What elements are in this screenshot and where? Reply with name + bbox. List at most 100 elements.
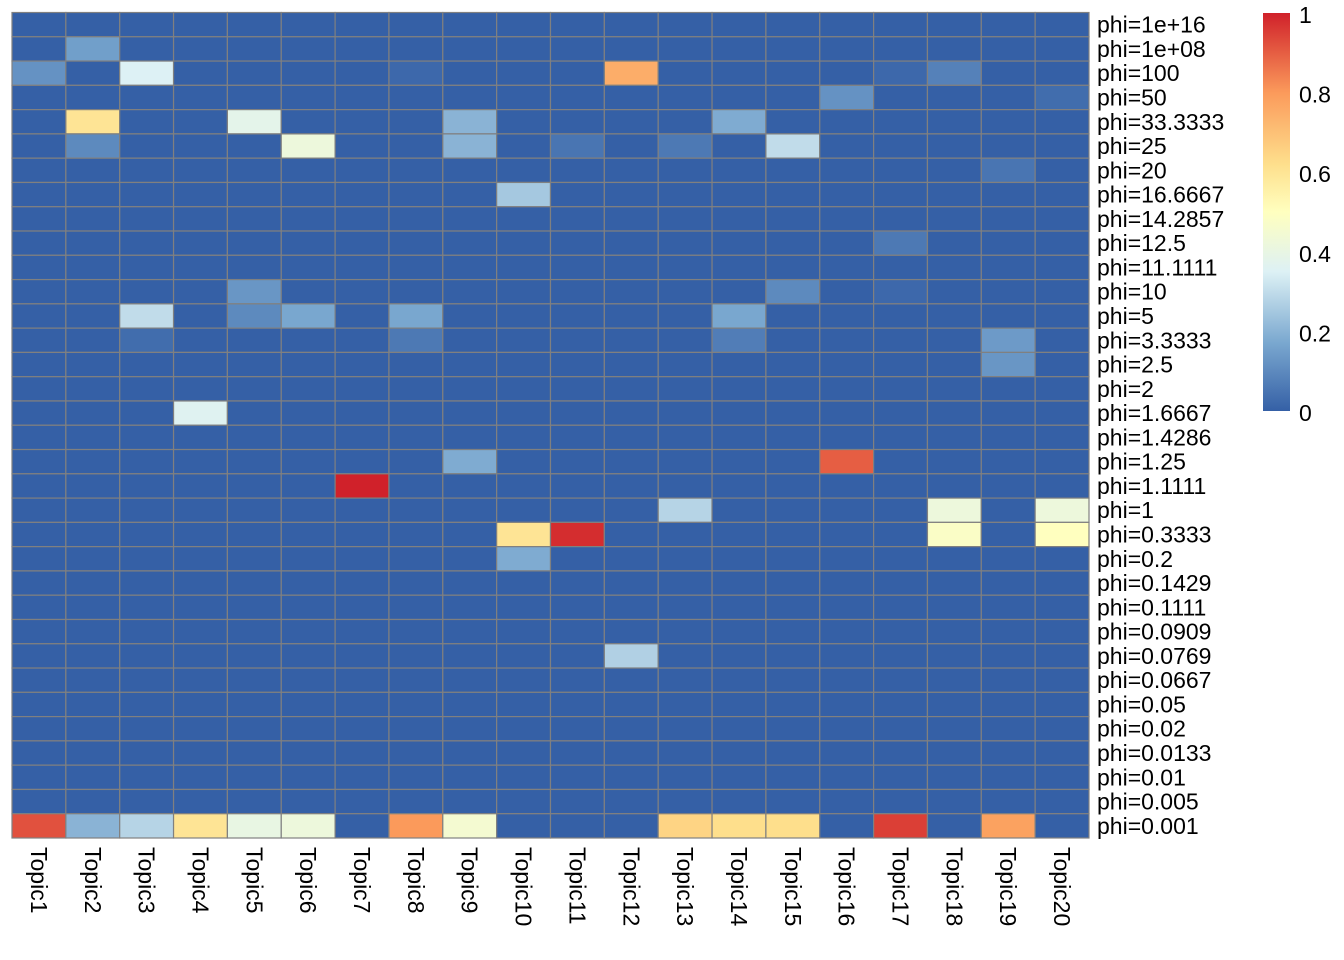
- heatmap-cell: [711, 36, 767, 62]
- heatmap-cell: [334, 84, 390, 111]
- heatmap-cell: [65, 278, 121, 305]
- heatmap-cell: [172, 497, 229, 523]
- heatmap-cell: [1034, 473, 1090, 499]
- heatmap-cell: [657, 133, 713, 159]
- heatmap-cell: [65, 570, 121, 596]
- heatmap-cell: [603, 448, 659, 475]
- heatmap-cell: [334, 521, 390, 548]
- heatmap-cell: [280, 521, 336, 548]
- heatmap-cell: [819, 351, 875, 378]
- heatmap-cell: [603, 594, 659, 621]
- heatmap-cell: [334, 206, 390, 232]
- heatmap-cell: [442, 788, 498, 815]
- heatmap-cell: [119, 667, 175, 693]
- heatmap-cell: [603, 206, 659, 232]
- row-labels: phi=1e+16phi=1e+08phi=100phi=50phi=33.33…: [1097, 12, 1224, 839]
- heatmap-cell: [872, 109, 929, 135]
- heatmap-cell: [1034, 570, 1090, 596]
- heatmap-cell: [442, 278, 498, 305]
- heatmap-cell: [819, 206, 875, 232]
- row-label: phi=16.6667: [1097, 182, 1224, 208]
- heatmap-cell: [926, 303, 982, 329]
- heatmap-cell: [388, 36, 444, 62]
- heatmap-cell: [980, 570, 1036, 596]
- column-label: Topic12: [618, 847, 644, 926]
- heatmap-cell: [65, 740, 121, 766]
- heatmap-cell: [765, 813, 821, 839]
- heatmap-cell: [119, 424, 175, 451]
- heatmap-cell: [819, 546, 875, 572]
- heatmap-cell: [172, 206, 229, 232]
- heatmap-cell: [1034, 133, 1090, 159]
- heatmap-cell: [1034, 594, 1090, 621]
- heatmap-cell: [872, 254, 929, 281]
- heatmap-cell: [280, 376, 336, 402]
- heatmap-cell: [926, 570, 982, 596]
- heatmap-cell: [226, 60, 282, 86]
- heatmap-cell: [334, 230, 390, 256]
- heatmap-cell: [11, 181, 67, 208]
- heatmap-cell: [11, 230, 67, 256]
- heatmap-cell: [980, 11, 1036, 38]
- heatmap-cell: [711, 351, 767, 378]
- heatmap-cell: [226, 133, 282, 159]
- legend-tick-label: 1: [1299, 2, 1312, 28]
- heatmap-cell: [603, 157, 659, 184]
- row-label: phi=0.0133: [1097, 740, 1211, 766]
- heatmap-cell: [388, 157, 444, 184]
- column-label: Topic11: [564, 847, 590, 925]
- heatmap-cell: [926, 60, 982, 86]
- heatmap-cell: [980, 521, 1036, 548]
- heatmap-cell: [280, 60, 336, 86]
- heatmap-cell: [226, 109, 282, 135]
- heatmap-cell: [819, 157, 875, 184]
- heatmap-cell: [765, 448, 821, 475]
- heatmap-cell: [980, 157, 1036, 184]
- heatmap-cell: [442, 303, 498, 329]
- heatmap-cell: [119, 618, 175, 645]
- heatmap-cell: [226, 667, 282, 693]
- heatmap-cell: [603, 11, 659, 38]
- heatmap-cell: [926, 327, 982, 354]
- heatmap-cell: [603, 351, 659, 378]
- heatmap-cell: [657, 303, 713, 329]
- heatmap-cell: [119, 206, 175, 232]
- heatmap-cell: [1034, 230, 1090, 256]
- heatmap-cell: [65, 157, 121, 184]
- heatmap-cell: [442, 667, 498, 693]
- heatmap-cell: [926, 764, 982, 791]
- heatmap-cell: [496, 788, 552, 815]
- heatmap-cell: [711, 181, 767, 208]
- heatmap-cell: [711, 473, 767, 499]
- heatmap-cell: [603, 424, 659, 451]
- heatmap-cell: [819, 473, 875, 499]
- heatmap-cell: [657, 351, 713, 378]
- heatmap-cell: [549, 206, 605, 232]
- heatmap-cell: [11, 133, 67, 159]
- heatmap-cell: [603, 521, 659, 548]
- heatmap-cell: [496, 643, 552, 669]
- heatmap-cell: [765, 643, 821, 669]
- heatmap-cell: [819, 570, 875, 596]
- heatmap-cell: [65, 618, 121, 645]
- heatmap-cell: [119, 497, 175, 523]
- heatmap-cell: [765, 230, 821, 256]
- heatmap-cell: [819, 327, 875, 354]
- legend-tick-label: 0.2: [1299, 320, 1331, 346]
- heatmap-cell: [1034, 60, 1090, 86]
- heatmap-cell: [119, 813, 175, 839]
- heatmap-cell: [388, 278, 444, 305]
- heatmap-cell: [172, 546, 229, 572]
- heatmap-cell: [872, 716, 929, 742]
- heatmap-cell: [872, 618, 929, 645]
- heatmap-cell: [549, 303, 605, 329]
- heatmap-cell: [657, 424, 713, 451]
- heatmap-cell: [549, 740, 605, 766]
- heatmap-cell: [657, 376, 713, 402]
- heatmap-cell: [980, 473, 1036, 499]
- heatmap-cell: [442, 691, 498, 718]
- heatmap-cell: [765, 788, 821, 815]
- heatmap-cell: [926, 546, 982, 572]
- heatmap-cell: [65, 181, 121, 208]
- heatmap-cell: [819, 667, 875, 693]
